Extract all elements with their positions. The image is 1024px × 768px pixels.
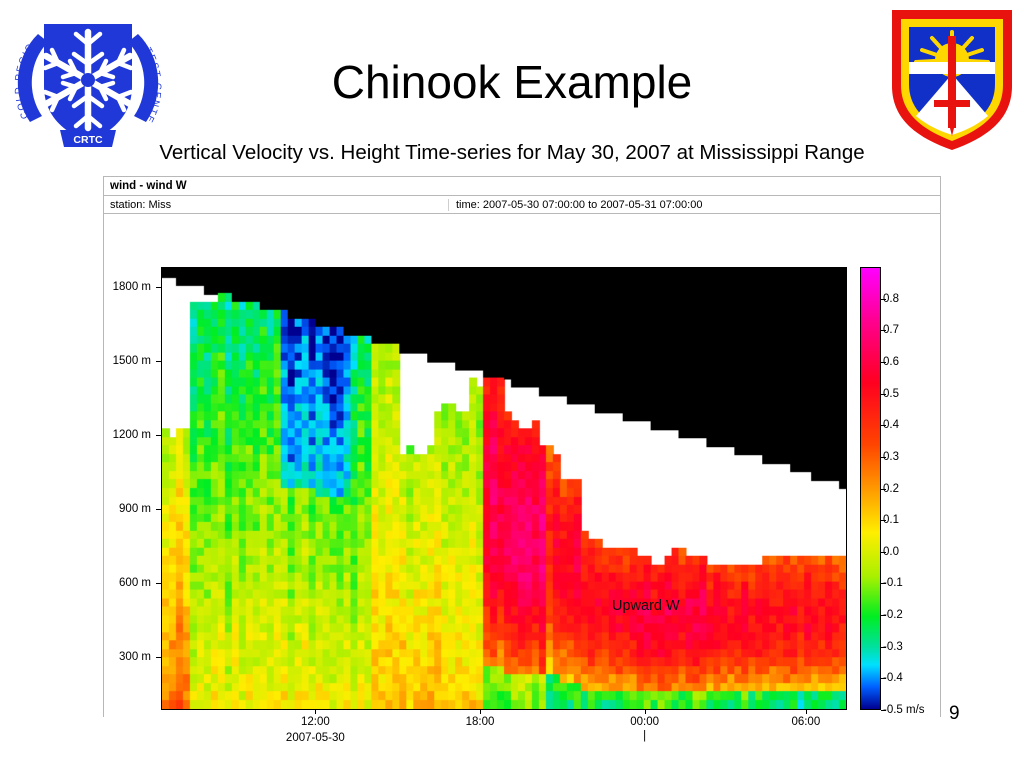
colorbar-tick-label: 0.0 xyxy=(883,545,899,558)
y-tick-label: 300 m xyxy=(119,650,151,663)
crtc-banner-text: CRTC xyxy=(73,134,103,146)
y-tick-mark xyxy=(156,286,161,288)
colorbar-tick-label: 0.8 xyxy=(883,292,899,305)
station-label: station: Miss xyxy=(104,198,449,211)
panel-header-title: wind - wind W xyxy=(110,180,187,192)
heatmap-plot-frame[interactable]: Upward W xyxy=(161,267,847,710)
colorbar-tick-label: -0.1 xyxy=(883,577,903,590)
page-subtitle: Vertical Velocity vs. Height Time-series… xyxy=(159,141,865,164)
panel-meta-row: station: Miss time: 2007-05-30 07:00:00 … xyxy=(104,196,940,214)
plot-panel: wind - wind W station: Miss time: 2007-0… xyxy=(103,176,941,744)
y-tick-label: 600 m xyxy=(119,576,151,589)
army-test-command-shield-logo xyxy=(884,2,1020,154)
y-tick-mark xyxy=(156,508,161,510)
time-range-label: time: 2007-05-30 07:00:00 to 2007-05-31 … xyxy=(456,198,703,211)
colorbar-tick-label: 0.4 xyxy=(883,419,899,432)
x-tick-mark xyxy=(805,710,807,714)
page-number: 9 xyxy=(949,703,960,724)
x-tick-label: 00:00 xyxy=(630,716,660,728)
upward-w-annotation: Upward W xyxy=(612,598,680,614)
y-tick-label: 1200 m xyxy=(112,428,151,441)
y-tick-mark xyxy=(156,582,161,584)
x-axis-cursor-mark: | xyxy=(643,730,647,742)
colorbar-tick-mark xyxy=(881,393,886,395)
page-title: Chinook Example xyxy=(331,56,693,108)
colorbar-gradient xyxy=(860,267,881,710)
colorbar-tick-mark xyxy=(881,425,886,427)
chart-area: Upward W 1800 m 1500 m 1200 m 900 m 600 m 300… xyxy=(104,214,940,744)
colorbar-tick-mark xyxy=(881,361,886,363)
colorbar-tick-mark xyxy=(881,646,886,648)
colorbar-tick-label: 0.3 xyxy=(883,450,899,463)
panel-header-title-row: wind - wind W xyxy=(104,177,940,196)
x-tick-mark xyxy=(315,710,317,714)
x-tick-label: 12:00 xyxy=(300,716,330,728)
x-axis-date-label: 2007-05-30 xyxy=(285,732,345,744)
x-tick-mark xyxy=(479,710,481,714)
colorbar-tick-mark xyxy=(881,551,886,553)
x-tick-label: 18:00 xyxy=(465,716,495,728)
y-tick-label: 900 m xyxy=(119,502,151,515)
x-tick-label: 06:00 xyxy=(791,716,821,728)
y-tick-label: 1500 m xyxy=(112,354,151,367)
y-tick-mark xyxy=(156,656,161,658)
colorbar-tick-mark xyxy=(881,678,886,680)
crtc-shield-logo: COLD REGIONS TEST CENTER CRTC xyxy=(4,0,168,156)
colorbar-tick-mark xyxy=(881,488,886,490)
colorbar-tick-label: 0.7 xyxy=(883,324,899,337)
colorbar-tick-label: 0.2 xyxy=(883,482,899,495)
heatmap-canvas[interactable] xyxy=(162,268,846,709)
colorbar-tick-mark xyxy=(881,615,886,617)
colorbar-tick-label: 0.5 xyxy=(883,387,899,400)
colorbar-tick-label: -0.3 xyxy=(883,640,903,653)
colorbar-tick-label: -0.5 m/s xyxy=(883,704,925,716)
colorbar-tick-label: -0.2 xyxy=(883,609,903,622)
colorbar-tick-mark xyxy=(881,298,886,300)
x-tick-mark xyxy=(644,710,646,714)
colorbar-legend: 0.8 0.7 0.6 0.5 0.4 0.3 0.2 0.1 0.0 -0.1 -0.2 -0.3 -… xyxy=(860,267,940,716)
colorbar-tick-mark xyxy=(881,520,886,522)
y-tick-mark xyxy=(156,434,161,436)
colorbar-tick-mark xyxy=(881,710,886,711)
y-tick-mark xyxy=(156,360,161,362)
colorbar-tick-label: 0.1 xyxy=(883,514,899,527)
colorbar-tick-mark xyxy=(881,456,886,458)
colorbar-tick-label: 0.6 xyxy=(883,355,899,368)
colorbar-tick-mark xyxy=(881,330,886,332)
colorbar-tick-label: -0.4 xyxy=(883,672,903,685)
y-tick-label: 1800 m xyxy=(112,280,151,293)
colorbar-tick-mark xyxy=(881,583,886,585)
